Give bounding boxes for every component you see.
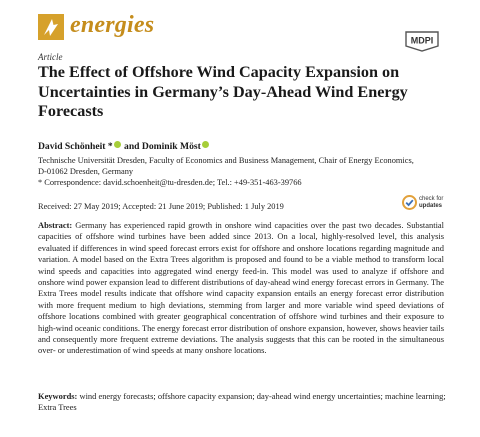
check-for-updates-badge[interactable]: check for updates [402,193,446,213]
author-name[interactable]: Dominik Möst [141,141,201,152]
orcid-icon[interactable] [113,141,121,148]
abstract: Abstract: Germany has experienced rapid … [38,220,444,357]
affiliation-line: Technische Universität Dresden, Faculty … [38,156,414,165]
author-name[interactable]: David Schönheit * [38,141,113,152]
abstract-label: Abstract: [38,220,73,230]
publisher-logo[interactable]: MDPI [402,30,442,52]
check-updates-line2: updates [419,203,443,209]
journal-name[interactable]: energies [70,12,155,38]
abstract-text: Germany has experienced rapid growth in … [38,220,445,356]
keywords-text: wind energy forecasts; offshore capacity… [38,391,446,413]
article-title: The Effect of Offshore Wind Capacity Exp… [38,63,408,120]
journal-header: energies MDPI [38,12,442,54]
keywords-label: Keywords: [38,391,78,401]
orcid-icon[interactable] [201,141,209,148]
publication-dates: Received: 27 May 2019; Accepted: 21 June… [38,202,284,211]
author-list: David Schönheit * and Dominik Möst [38,141,210,152]
check-updates-line1: check for [419,196,444,202]
check-updates-label: check for updates [419,196,443,210]
article-type: Article [38,52,63,62]
affiliation-line: D-01062 Dresden, Germany [38,167,134,176]
correspondence-line: * Correspondence: david.schoenheit@tu-dr… [38,178,302,187]
publisher-name: MDPI [411,36,434,46]
author-separator: and [121,141,142,152]
check-updates-icon [402,195,417,210]
pen-nib-icon [38,14,64,40]
keywords: Keywords: wind energy forecasts; offshor… [38,391,448,414]
